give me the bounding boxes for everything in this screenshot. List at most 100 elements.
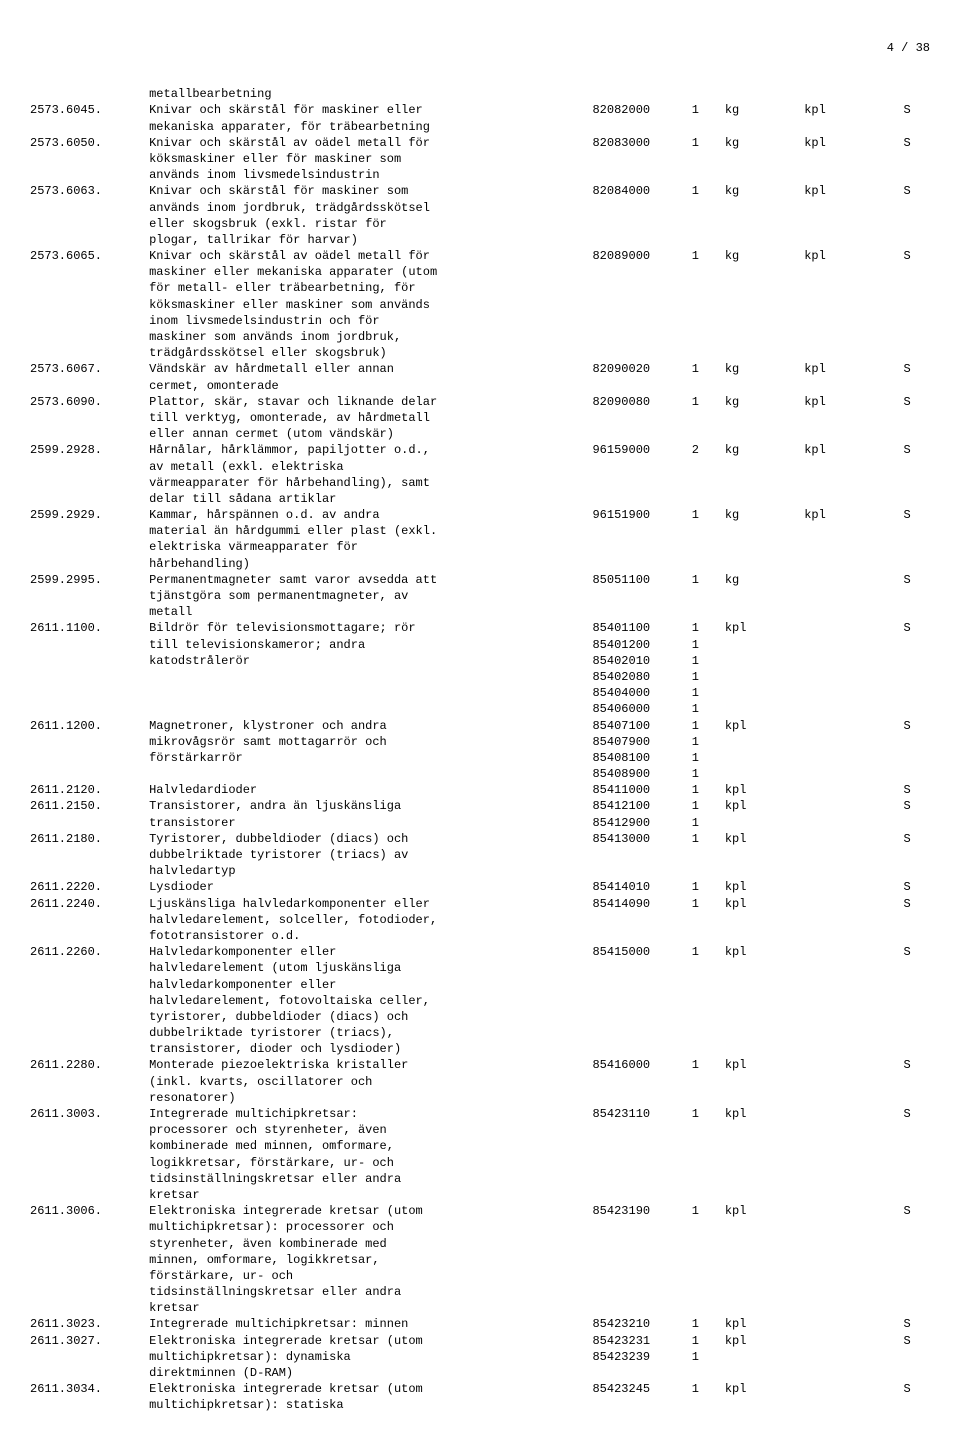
qty-cell [692,167,725,183]
cn-cell [592,556,691,572]
description-cell: eller skogsbruk (exkl. ristar för [149,216,592,232]
flag-cell [903,345,930,361]
table-row: delar till sådana artiklar [30,491,930,507]
description-cell: Lysdioder [149,879,592,895]
unit2-cell [804,475,903,491]
cn-cell: 85051100 [592,572,691,588]
flag-cell [903,523,930,539]
unit2-cell [804,782,903,798]
cn-cell [592,1236,691,1252]
flag-cell [903,1268,930,1284]
unit1-cell [725,410,804,426]
qty-cell [692,1009,725,1025]
cn-cell: 85423239 [592,1349,691,1365]
unit1-cell [725,1219,804,1235]
code-cell [30,1300,149,1316]
cn-cell: 85414010 [592,879,691,895]
description-cell: Transistorer, andra än ljuskänsliga [149,798,592,814]
unit1-cell [725,313,804,329]
code-cell [30,345,149,361]
unit2-cell [804,119,903,135]
table-row: elektriska värmeapparater för [30,539,930,555]
qty-cell: 2 [692,442,725,458]
unit1-cell: kpl [725,1333,804,1349]
flag-cell [903,119,930,135]
qty-cell [692,1236,725,1252]
description-cell: tidsinställningskretsar eller andra [149,1171,592,1187]
qty-cell [692,1187,725,1203]
cn-cell [592,960,691,976]
code-cell: 2611.2280. [30,1057,149,1073]
flag-cell [903,750,930,766]
qty-cell [692,329,725,345]
description-cell: används inom livsmedelsindustrin [149,167,592,183]
unit2-cell [804,1316,903,1332]
unit1-cell [725,766,804,782]
flag-cell [903,637,930,653]
table-row: tjänstgöra som permanentmagneter, av [30,588,930,604]
description-cell: inom livsmedelsindustrin och för [149,313,592,329]
qty-cell [692,232,725,248]
cn-cell: 85408100 [592,750,691,766]
cn-cell [592,329,691,345]
description-cell: för metall- eller träbearbetning, för [149,280,592,296]
code-cell [30,912,149,928]
flag-cell: S [903,1106,930,1122]
unit1-cell [725,297,804,313]
unit2-cell [804,1155,903,1171]
table-row: transistorer, dioder och lysdioder) [30,1041,930,1057]
qty-cell: 1 [692,507,725,523]
qty-cell [692,1122,725,1138]
unit1-cell [725,119,804,135]
description-cell: köksmaskiner eller för maskiner som [149,151,592,167]
code-cell: 2611.2120. [30,782,149,798]
qty-cell [692,151,725,167]
code-cell [30,1025,149,1041]
table-row: 2611.2150.Transistorer, andra än ljuskän… [30,798,930,814]
table-row: 854020801 [30,669,930,685]
code-cell [30,1397,149,1413]
cn-cell: 85423245 [592,1381,691,1397]
qty-cell: 1 [692,1106,725,1122]
flag-cell [903,280,930,296]
table-row: 2611.2180.Tyristorer, dubbeldioder (diac… [30,831,930,847]
code-cell [30,1041,149,1057]
code-cell [30,1122,149,1138]
unit1-cell [725,685,804,701]
code-cell: 2611.3034. [30,1381,149,1397]
flag-cell [903,1155,930,1171]
description-cell: förstärkare, ur- och [149,1268,592,1284]
table-row: 2611.2280.Monterade piezoelektriska kris… [30,1057,930,1073]
code-cell [30,701,149,717]
description-cell: till televisionskameror; andra [149,637,592,653]
description-cell [149,685,592,701]
code-cell: 2573.6063. [30,183,149,199]
unit1-cell [725,329,804,345]
code-cell: 2573.6045. [30,102,149,118]
unit2-cell [804,1203,903,1219]
flag-cell: S [903,1381,930,1397]
table-row: förstärkare, ur- och [30,1268,930,1284]
qty-cell [692,264,725,280]
description-cell [149,766,592,782]
flag-cell [903,1171,930,1187]
table-row: 854060001 [30,701,930,717]
table-row: till verktyg, omonterade, av hårdmetall [30,410,930,426]
table-row: 2611.3006.Elektroniska integrerade krets… [30,1203,930,1219]
description-cell: Integrerade multichipkretsar: [149,1106,592,1122]
cn-cell [592,216,691,232]
unit1-cell: kg [725,442,804,458]
flag-cell [903,1090,930,1106]
qty-cell: 1 [692,572,725,588]
unit2-cell [804,1381,903,1397]
unit2-cell [804,944,903,960]
table-row: 2611.3003.Integrerade multichipkretsar:8… [30,1106,930,1122]
unit2-cell [804,491,903,507]
unit2-cell [804,1138,903,1154]
flag-cell [903,766,930,782]
description-cell: halvledartyp [149,863,592,879]
qty-cell: 1 [692,815,725,831]
table-row: eller skogsbruk (exkl. ristar för [30,216,930,232]
cn-cell [592,977,691,993]
unit1-cell [725,523,804,539]
